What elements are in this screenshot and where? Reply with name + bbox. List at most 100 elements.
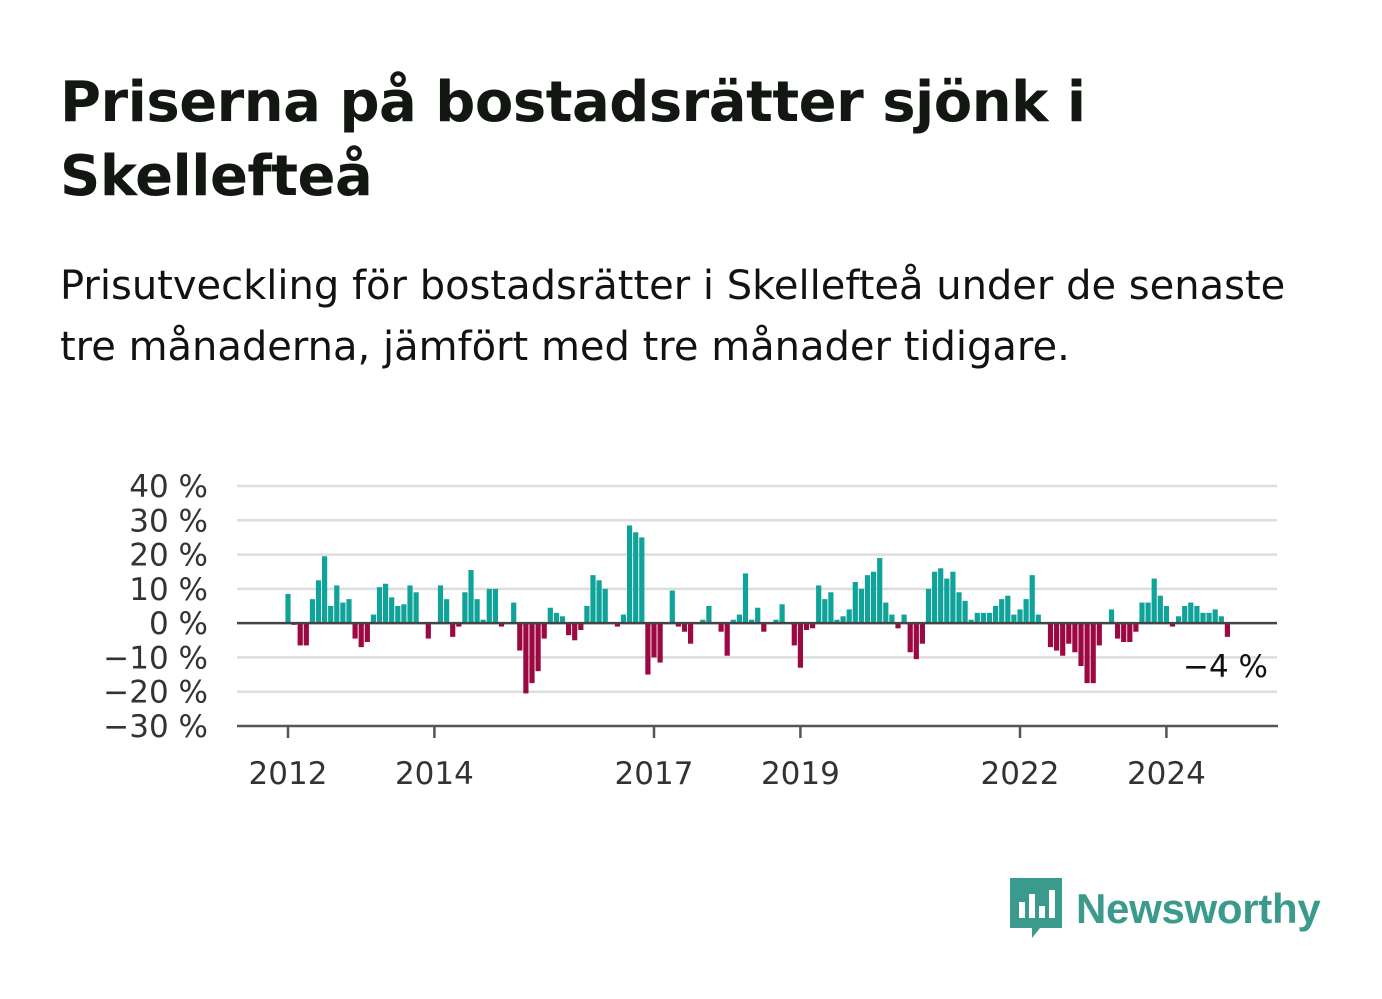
bar <box>334 585 340 624</box>
bar <box>773 619 779 624</box>
newsworthy-logo-icon <box>1010 878 1062 938</box>
bar <box>1151 578 1157 624</box>
bar <box>742 573 749 624</box>
bar <box>925 588 932 624</box>
bar <box>480 619 486 624</box>
bar <box>901 614 907 624</box>
bar <box>315 580 322 624</box>
bar <box>791 623 797 646</box>
bar <box>1017 609 1023 624</box>
bar <box>1072 623 1078 653</box>
bar <box>1224 623 1230 637</box>
bar <box>895 623 901 629</box>
bar <box>395 606 401 624</box>
bar <box>883 602 889 624</box>
bar <box>1035 614 1041 624</box>
bar <box>474 599 480 624</box>
bar <box>498 623 505 627</box>
bar <box>1011 614 1017 624</box>
bar <box>1023 599 1029 624</box>
bar <box>620 614 627 624</box>
bar <box>1121 623 1127 642</box>
bar <box>553 612 559 624</box>
bar <box>846 609 852 624</box>
bar <box>1078 623 1084 666</box>
bar <box>938 568 944 624</box>
bar <box>614 623 620 627</box>
bar <box>535 623 541 672</box>
bar <box>407 585 413 624</box>
bar <box>444 599 450 624</box>
bar <box>724 623 730 656</box>
bar <box>1047 623 1054 648</box>
chart-subtitle: Prisutveckling för bostadsrätter i Skell… <box>60 263 1286 370</box>
bar <box>828 592 834 624</box>
bar <box>1157 595 1163 624</box>
bar <box>566 623 572 636</box>
bar <box>437 585 444 624</box>
bar <box>980 612 986 624</box>
bar <box>1145 602 1151 624</box>
bar <box>706 606 712 624</box>
bar <box>736 614 742 624</box>
bar <box>358 623 364 648</box>
bar <box>1115 623 1121 639</box>
x-tick-label: 2022 <box>981 756 1060 792</box>
bar <box>1060 623 1066 656</box>
bar <box>852 582 858 624</box>
bar <box>907 623 913 653</box>
bar <box>871 571 877 624</box>
bar <box>511 602 517 624</box>
y-tick-label: −30 % <box>103 709 208 745</box>
bar <box>779 604 785 624</box>
chart-title: Priserna på bostadsrätter sjönk i Skelle… <box>60 70 1086 209</box>
bar <box>962 600 968 624</box>
bar <box>1212 609 1218 624</box>
bar <box>797 623 803 668</box>
bar <box>1169 623 1176 627</box>
bar <box>1182 606 1188 624</box>
bar <box>700 619 706 624</box>
bar <box>425 623 431 639</box>
bar <box>627 525 633 624</box>
y-axis-ticks: 40 %30 %20 %10 %0 %−10 %−20 %−30 % <box>103 469 208 745</box>
y-tick-label: 10 % <box>129 572 208 608</box>
x-tick-label: 2024 <box>1127 756 1206 792</box>
bar <box>657 623 663 663</box>
bar <box>688 623 694 644</box>
bar <box>834 619 840 624</box>
bar <box>1084 623 1090 684</box>
bar <box>651 623 657 658</box>
bar <box>993 606 999 624</box>
bar <box>547 607 553 624</box>
bar <box>517 623 523 651</box>
bar <box>1188 602 1194 624</box>
bar <box>1139 602 1145 624</box>
newsworthy-logo: Newsworthy <box>1010 876 1321 942</box>
bar <box>584 606 590 624</box>
bar <box>1163 606 1169 624</box>
bar <box>645 623 651 675</box>
bar <box>468 570 474 624</box>
bar <box>523 623 529 694</box>
bar <box>749 619 755 624</box>
bar <box>328 606 334 624</box>
y-tick-label: 0 % <box>149 606 208 642</box>
bar <box>1127 623 1133 642</box>
bar <box>950 571 956 624</box>
bar <box>590 575 596 624</box>
bar <box>1176 616 1182 624</box>
bar <box>413 592 419 624</box>
y-tick-label: −10 % <box>103 640 208 676</box>
bar <box>932 571 938 624</box>
bar <box>1200 612 1206 624</box>
bar <box>730 619 736 624</box>
bars <box>285 525 1230 694</box>
bar <box>401 604 407 624</box>
y-tick-label: 20 % <box>129 538 208 574</box>
bar <box>999 599 1005 624</box>
bar <box>602 588 608 624</box>
bar <box>1090 623 1096 684</box>
bar <box>639 537 645 624</box>
bar <box>968 619 974 624</box>
